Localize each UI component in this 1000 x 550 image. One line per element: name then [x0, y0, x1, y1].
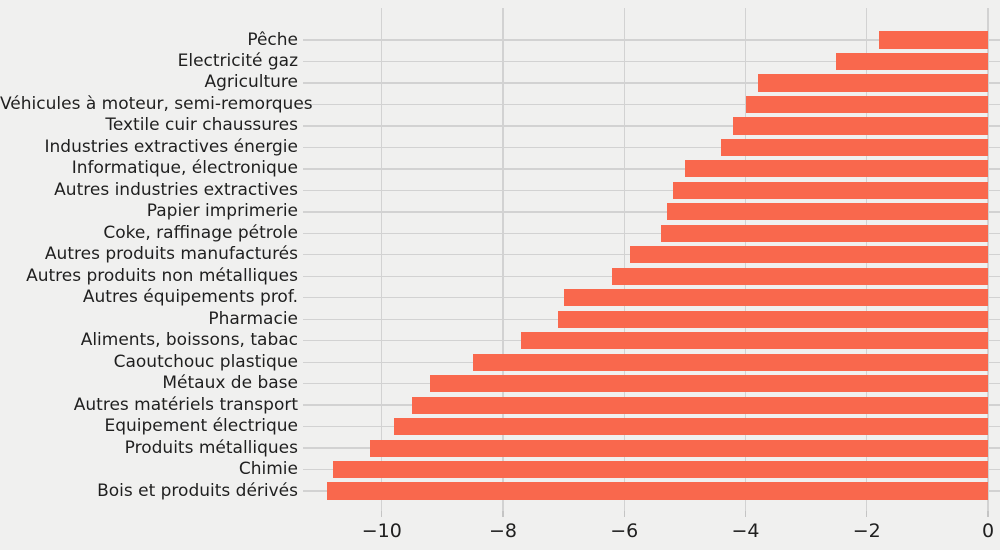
y-gridline — [303, 168, 1000, 170]
bar — [660, 224, 988, 242]
bar — [412, 396, 988, 414]
category-label: Coke, raffinage pétrole — [103, 222, 298, 243]
category-label: Autres industries extractives — [54, 179, 298, 200]
x-tick-mark — [744, 511, 747, 517]
bar — [472, 353, 988, 371]
y-gridline — [303, 125, 1000, 127]
bar — [333, 461, 988, 479]
x-tick-label: −2 — [852, 520, 881, 542]
bar — [666, 203, 988, 221]
category-label: Industries extractives énergie — [44, 136, 298, 157]
bar — [630, 246, 988, 264]
category-label: Produits métalliques — [124, 437, 298, 458]
category-label: Textile cuir chaussures — [105, 115, 298, 136]
bar — [393, 418, 988, 436]
y-gridline — [303, 39, 1000, 41]
category-label: Agriculture — [204, 72, 299, 93]
x-tick-mark — [866, 511, 868, 517]
category-label: Autres matériels transport — [73, 394, 298, 415]
y-gridline — [303, 211, 1000, 213]
bar — [836, 52, 988, 71]
x-tick-mark — [502, 511, 504, 517]
x-tick-mark — [381, 511, 383, 517]
x-tick-label: −4 — [731, 520, 760, 542]
category-label: Autres produits non métalliques — [26, 265, 298, 286]
category-label: Equipement électrique — [104, 416, 298, 437]
y-gridline — [303, 146, 1000, 149]
bar — [672, 181, 988, 199]
category-label: Caoutchouc plastique — [113, 351, 298, 372]
bar — [563, 289, 988, 307]
x-tick-label: 0 — [981, 520, 995, 542]
bar — [521, 332, 988, 350]
category-label: Autres équipements prof. — [82, 287, 298, 308]
x-gridline — [502, 8, 504, 511]
y-gridline — [303, 82, 1000, 84]
category-label: Papier imprimerie — [146, 201, 298, 222]
bar — [733, 117, 988, 135]
bar — [684, 160, 988, 178]
category-label: Pharmacie — [208, 308, 298, 329]
y-gridline — [303, 103, 1000, 106]
bar — [327, 482, 988, 500]
bar — [557, 310, 988, 328]
bar — [757, 74, 988, 92]
x-gridline — [381, 8, 383, 511]
y-gridline — [303, 189, 1000, 192]
category-label: Autres produits manufacturés — [44, 244, 298, 265]
x-tick-label: −6 — [610, 520, 639, 542]
category-label: Chimie — [238, 459, 298, 480]
category-label: Métaux de base — [162, 373, 298, 394]
x-tick-label: −8 — [488, 520, 517, 542]
category-label: Informatique, électronique — [71, 158, 298, 179]
category-label: Pêche — [247, 29, 298, 50]
category-label: Aliments, boissons, tabac — [80, 330, 298, 351]
bar — [745, 95, 988, 114]
category-label: Electricité gaz — [177, 50, 298, 71]
bar — [721, 138, 988, 156]
x-tick-label: −10 — [361, 520, 402, 542]
bar — [430, 375, 988, 393]
x-gridline — [623, 8, 625, 511]
bar — [878, 31, 988, 49]
category-label: Bois et produits dérivés — [97, 480, 298, 501]
x-tick-mark — [987, 511, 989, 517]
bar — [369, 439, 988, 457]
bar — [612, 267, 988, 285]
x-tick-mark — [623, 511, 625, 517]
category-label: Véhicules à moteur, semi-remorques — [0, 93, 313, 114]
y-gridline — [303, 232, 1000, 234]
y-gridline — [303, 60, 1000, 63]
